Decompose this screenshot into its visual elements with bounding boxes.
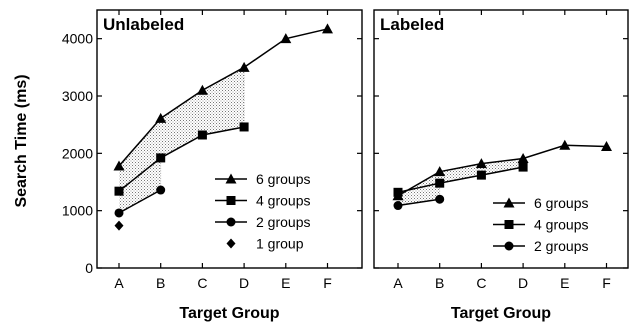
- y-tick-label: 3000: [62, 88, 93, 104]
- legend: 6 groups 4 groups 2 groups 1 group: [215, 171, 310, 252]
- data-point: [393, 187, 403, 197]
- x-tick-label: E: [560, 275, 569, 291]
- panel-title: Labeled: [380, 15, 444, 34]
- data-point: [196, 84, 208, 95]
- chart-panel: 0 1000 2000 3000 4000 A B C D E F Unlabeled Target G…: [62, 9, 363, 322]
- legend-label: 4 groups: [534, 217, 588, 233]
- legend-marker: [226, 238, 236, 249]
- y-tick-label: 2000: [62, 145, 93, 161]
- shaded-region: [398, 158, 524, 196]
- data-point: [197, 130, 207, 140]
- series-line: [118, 28, 328, 167]
- legend-label: 6 groups: [256, 171, 310, 187]
- data-point: [559, 139, 571, 150]
- shaded-region: [398, 183, 440, 206]
- legend: 6 groups 4 groups 2 groups: [493, 195, 588, 254]
- x-tick-label: A: [393, 275, 403, 291]
- chart-panel: A B C D E F Labeled Target Group 6 groups 4 group…: [373, 9, 629, 322]
- x-tick-label: C: [476, 275, 486, 291]
- data-point: [435, 194, 445, 204]
- data-point: [156, 153, 166, 163]
- x-axis-label: Target Group: [179, 305, 279, 322]
- data-point: [155, 112, 167, 123]
- legend-label: 2 groups: [256, 214, 310, 230]
- y-tick-label: 4000: [62, 31, 93, 47]
- data-point: [322, 23, 333, 34]
- data-point: [114, 208, 124, 218]
- data-point: [434, 166, 446, 177]
- y-axis-label: Search Time (ms): [13, 74, 30, 207]
- x-tick-label: C: [197, 275, 207, 291]
- data-point: [476, 170, 486, 180]
- series-line: [118, 189, 162, 214]
- data-point: [239, 122, 249, 132]
- shaded-region: [119, 67, 245, 192]
- legend-marker: [226, 217, 236, 227]
- data-point: [601, 140, 612, 151]
- plot-frame: [96, 9, 363, 269]
- series-line: [118, 126, 245, 192]
- data-point: [238, 61, 250, 72]
- legend-label: 6 groups: [534, 195, 588, 211]
- x-tick-label: F: [602, 275, 611, 291]
- x-tick-label: A: [114, 275, 124, 291]
- x-tick-label: F: [323, 275, 332, 291]
- plot-frame: [373, 9, 629, 269]
- legend-marker: [225, 173, 237, 184]
- data-point: [475, 158, 487, 169]
- series-line: [397, 198, 440, 207]
- data-point: [435, 178, 445, 188]
- data-point: [114, 220, 124, 231]
- x-tick-label: B: [435, 275, 444, 291]
- data-point: [280, 33, 292, 44]
- legend-label: 1 group: [256, 236, 304, 252]
- series-line: [397, 144, 607, 197]
- series-line: [397, 166, 524, 194]
- legend-marker: [504, 241, 514, 251]
- shaded-region: [119, 157, 161, 213]
- data-point: [113, 160, 125, 171]
- x-tick-label: B: [156, 275, 165, 291]
- data-point: [156, 185, 166, 195]
- data-point: [393, 201, 403, 211]
- x-tick-label: D: [239, 275, 249, 291]
- legend-label: 4 groups: [256, 193, 310, 209]
- x-tick-label: D: [518, 275, 528, 291]
- data-point: [114, 186, 124, 196]
- x-axis-label: Target Group: [451, 305, 551, 322]
- y-tick-label: 0: [85, 260, 93, 276]
- x-tick-label: E: [281, 275, 290, 291]
- data-point: [517, 152, 529, 163]
- legend-marker: [503, 197, 515, 208]
- legend-marker: [504, 220, 514, 229]
- data-point: [518, 162, 528, 172]
- panel-title: Unlabeled: [103, 15, 184, 34]
- legend-marker: [226, 196, 236, 205]
- legend-label: 2 groups: [534, 238, 588, 254]
- y-tick-label: 1000: [62, 203, 93, 219]
